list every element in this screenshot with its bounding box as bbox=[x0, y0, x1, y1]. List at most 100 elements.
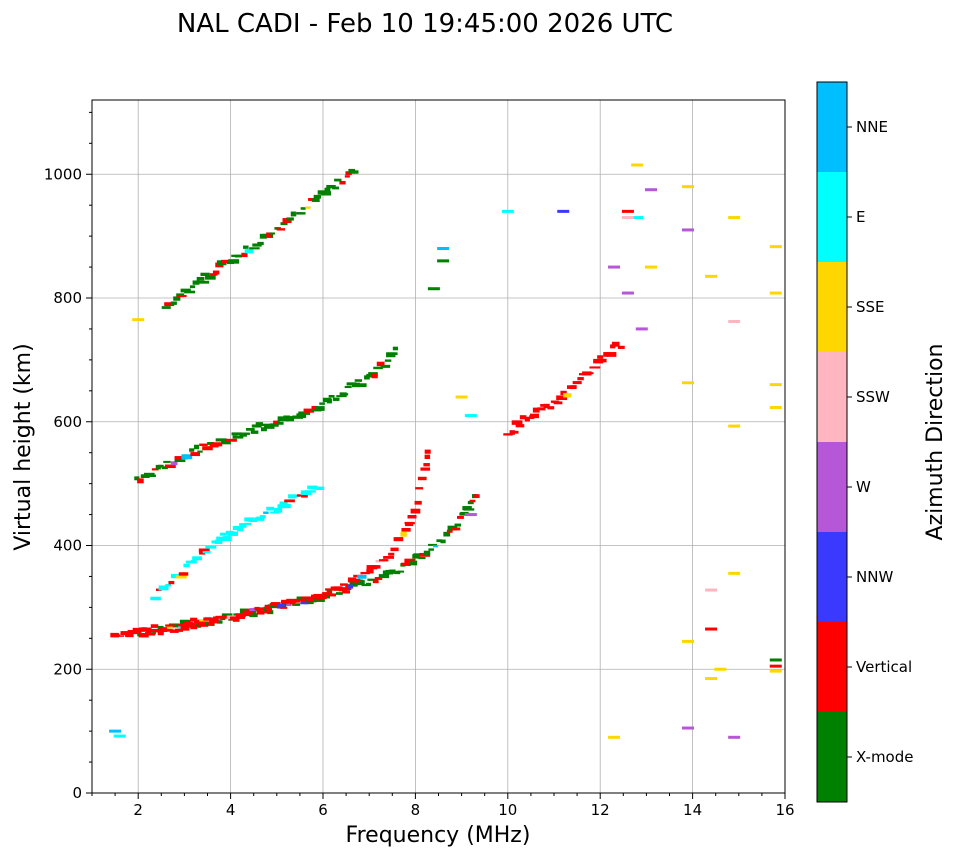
echo-mark bbox=[252, 243, 262, 247]
echo-mark bbox=[769, 669, 782, 673]
echo-mark bbox=[292, 603, 301, 606]
echo-mark bbox=[221, 439, 231, 445]
echo-mark bbox=[303, 412, 311, 415]
echo-mark bbox=[563, 393, 572, 398]
echo-mark bbox=[611, 341, 620, 347]
echo-mark bbox=[295, 598, 307, 602]
echo-mark bbox=[631, 216, 644, 220]
echo-mark bbox=[342, 590, 351, 594]
echo-mark bbox=[335, 592, 343, 595]
echo-mark bbox=[138, 627, 146, 632]
echo-mark bbox=[414, 500, 422, 505]
echo-mark bbox=[681, 726, 694, 730]
echo-mark bbox=[277, 416, 289, 422]
echo-mark bbox=[258, 611, 269, 614]
echo-mark bbox=[705, 677, 718, 681]
echo-mark bbox=[589, 366, 601, 369]
echo-mark bbox=[357, 580, 365, 585]
echo-mark bbox=[165, 624, 176, 627]
echo-mark bbox=[202, 446, 213, 451]
echo-mark bbox=[529, 413, 539, 419]
echo-mark bbox=[202, 551, 211, 554]
echo-mark bbox=[311, 405, 318, 410]
echo-mark bbox=[769, 406, 782, 410]
echo-mark bbox=[437, 247, 450, 250]
echo-mark bbox=[214, 539, 223, 544]
echo-mark bbox=[161, 306, 171, 309]
x-tick-label: 10 bbox=[498, 801, 517, 819]
echo-mark bbox=[184, 290, 196, 294]
echo-mark bbox=[279, 501, 288, 506]
echo-mark bbox=[203, 617, 214, 621]
colorbar-segment bbox=[817, 82, 847, 172]
colorbar-label-w: W bbox=[856, 478, 871, 496]
y-tick-label: 800 bbox=[53, 289, 82, 307]
echo-mark bbox=[219, 532, 227, 536]
echo-mark bbox=[199, 443, 208, 446]
echo-mark bbox=[165, 625, 173, 630]
echo-mark bbox=[255, 422, 264, 426]
echo-mark bbox=[365, 582, 372, 586]
echo-mark bbox=[348, 168, 356, 174]
colorbar-segment bbox=[817, 352, 847, 442]
colorbar-label-nnw: NNW bbox=[856, 568, 893, 586]
echo-mark bbox=[326, 589, 333, 594]
echo-mark bbox=[260, 427, 267, 432]
echo-mark bbox=[728, 424, 741, 428]
data-traces bbox=[110, 168, 625, 638]
echo-mark bbox=[454, 523, 462, 527]
echo-mark bbox=[556, 395, 568, 401]
y-tick-label: 1000 bbox=[44, 165, 82, 183]
echo-mark bbox=[322, 592, 332, 595]
echo-mark bbox=[597, 355, 604, 359]
echo-mark bbox=[354, 379, 363, 382]
echo-mark bbox=[190, 625, 198, 630]
echo-mark bbox=[244, 522, 252, 525]
echo-mark bbox=[645, 188, 658, 192]
echo-mark bbox=[264, 604, 270, 609]
echo-mark bbox=[185, 622, 196, 627]
echo-mark bbox=[308, 197, 315, 201]
echo-mark bbox=[315, 486, 325, 490]
echo-mark bbox=[228, 259, 240, 264]
echo-mark bbox=[301, 494, 308, 498]
echo-mark bbox=[134, 476, 140, 481]
echo-mark bbox=[451, 527, 461, 531]
echo-mark bbox=[372, 580, 379, 584]
echo-mark bbox=[433, 545, 439, 548]
echo-mark bbox=[216, 536, 224, 542]
colorbar-label-x-mode: X-mode bbox=[856, 748, 913, 766]
echo-mark bbox=[401, 562, 411, 566]
echo-mark bbox=[389, 569, 396, 574]
echo-mark bbox=[621, 291, 634, 295]
echo-mark bbox=[109, 729, 122, 733]
echo-mark bbox=[586, 372, 594, 375]
echo-mark bbox=[446, 529, 453, 533]
echo-mark bbox=[154, 629, 164, 633]
echo-mark bbox=[158, 585, 169, 591]
echo-mark bbox=[344, 385, 352, 389]
echo-mark bbox=[138, 633, 149, 638]
echo-mark bbox=[280, 222, 288, 226]
echo-mark bbox=[286, 603, 292, 607]
echo-mark bbox=[227, 531, 238, 536]
echo-mark bbox=[257, 241, 264, 246]
echo-mark bbox=[511, 420, 523, 425]
echo-mark bbox=[212, 270, 220, 275]
echo-mark bbox=[266, 608, 273, 613]
echo-mark bbox=[306, 597, 314, 603]
scattered-echoes bbox=[109, 163, 782, 739]
echo-mark bbox=[285, 418, 295, 422]
echo-mark bbox=[280, 606, 288, 609]
echo-mark bbox=[110, 632, 119, 638]
echo-mark bbox=[170, 301, 177, 305]
echo-mark bbox=[174, 459, 186, 463]
echo-mark bbox=[196, 276, 205, 281]
echo-mark bbox=[367, 578, 378, 581]
echo-mark bbox=[170, 461, 178, 466]
echo-mark bbox=[269, 232, 276, 235]
echo-mark bbox=[621, 209, 634, 213]
echo-mark bbox=[190, 452, 200, 457]
echo-mark bbox=[617, 345, 625, 349]
echo-mark bbox=[232, 616, 240, 622]
